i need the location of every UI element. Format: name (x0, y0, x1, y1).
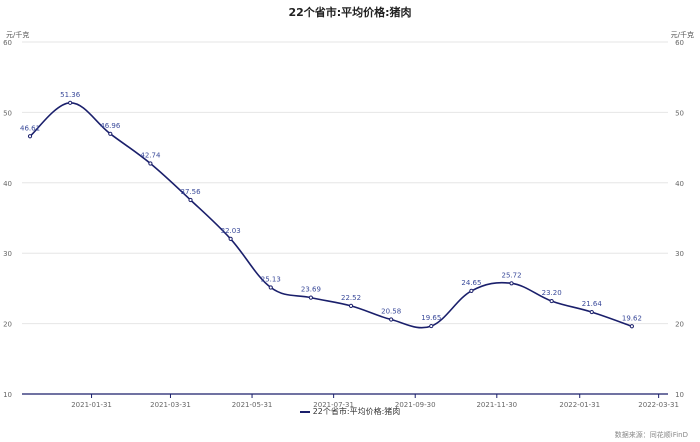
legend-label: 22个省市:平均价格:猪肉 (312, 407, 401, 416)
y-tick-label-right: 40 (675, 180, 684, 188)
x-tick-label: 2021-07-31 (313, 401, 354, 409)
y-axis-unit-right: 元/千克 (670, 31, 694, 39)
y-axis-unit-left: 元/千克 (6, 31, 30, 39)
data-point (469, 288, 474, 293)
data-label: 25.72 (501, 271, 521, 279)
y-tick-label-right: 20 (675, 321, 684, 329)
y-tick-label-left: 10 (3, 391, 12, 399)
data-point (228, 236, 233, 242)
data-label: 19.62 (622, 314, 642, 322)
y-tick-label-right: 30 (675, 250, 684, 258)
data-point (589, 309, 594, 315)
data-label: 25.13 (261, 275, 281, 283)
y-tick-label-right: 50 (675, 109, 684, 117)
x-tick-label: 2022-01-31 (559, 401, 600, 409)
data-point (188, 197, 193, 203)
data-label: 24.65 (461, 279, 481, 287)
data-point (348, 303, 354, 308)
y-tick-label-left: 40 (3, 180, 12, 188)
y-tick-label-left: 50 (3, 109, 12, 117)
x-tick-label: 2021-01-31 (71, 401, 112, 409)
x-tick-label: 2021-03-31 (150, 401, 191, 409)
data-point (549, 298, 554, 304)
y-tick-label-left: 20 (3, 321, 12, 329)
y-tick-label-right: 60 (675, 39, 684, 47)
gridlines (22, 41, 668, 325)
legend[interactable]: 22个省市:平均价格:猪肉 (0, 406, 700, 417)
data-label: 37.56 (180, 188, 201, 196)
data-label: 51.36 (60, 91, 81, 99)
series-line (27, 100, 634, 329)
x-tick-label: 2022-03-31 (638, 401, 679, 409)
data-point (148, 161, 153, 166)
data-point (509, 281, 514, 286)
data-point (27, 134, 33, 139)
legend-swatch (299, 410, 310, 413)
x-tick-label: 2021-05-31 (232, 401, 273, 409)
data-point (68, 100, 73, 105)
series-line-path (29, 101, 633, 329)
data-label: 32.03 (221, 227, 241, 235)
data-label: 21.64 (582, 300, 603, 308)
data-label: 42.74 (140, 152, 161, 160)
x-tick-label: 2021-11-30 (476, 401, 517, 409)
data-point (308, 295, 313, 300)
y-axis-left: 10 20 30 40 50 60 (3, 39, 12, 399)
data-label: 22.52 (341, 294, 361, 302)
data-label: 46.96 (100, 122, 121, 130)
data-point (629, 324, 634, 329)
y-axis-right: 10 20 30 40 50 60 (675, 39, 684, 399)
x-axis: 2021-01-31 2021-03-31 2021-05-31 2021-07-31… (22, 393, 679, 409)
y-tick-label-left: 60 (3, 39, 12, 47)
data-point (268, 285, 273, 290)
data-point (108, 131, 113, 136)
data-label: 46.61 (20, 124, 40, 132)
data-label: 23.69 (301, 286, 321, 294)
y-tick-label-right: 10 (675, 391, 684, 399)
data-point (429, 323, 434, 329)
data-point (389, 317, 394, 322)
data-label: 23.20 (542, 289, 562, 297)
data-labels: 46.61 51.36 46.96 42.74 37.56 32.03 25.13 23.69… (20, 91, 642, 322)
y-tick-label-left: 30 (3, 250, 12, 258)
data-source: 数据来源：同花顺iFinD (614, 431, 688, 439)
x-tick-label: 2021-09-30 (395, 401, 436, 409)
data-label: 19.65 (421, 314, 441, 322)
chart-title: 22个省市:平均价格:猪肉 (288, 6, 412, 19)
data-label: 20.58 (381, 308, 401, 316)
